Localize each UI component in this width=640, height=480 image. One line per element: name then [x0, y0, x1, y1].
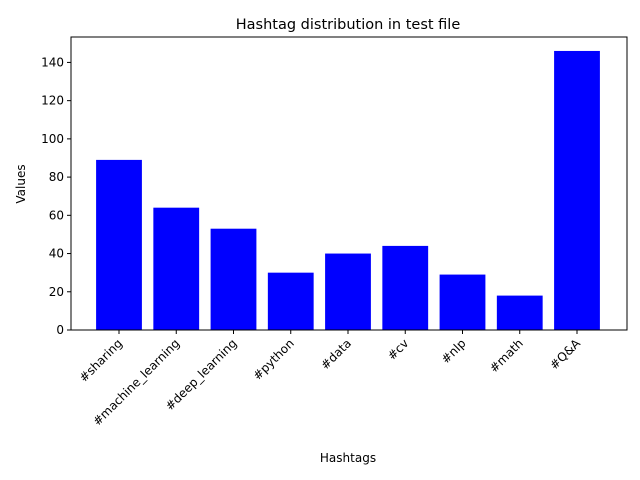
bar-4 — [325, 253, 371, 330]
x-tick-label-4: #data — [318, 336, 354, 372]
x-tick-label-0: #sharing — [76, 336, 125, 385]
bar-1 — [153, 207, 200, 330]
bar-2 — [210, 228, 257, 330]
x-tick-label-5: #cv — [385, 336, 412, 363]
y-tick-label-2: 40 — [49, 247, 64, 261]
y-tick-label-7: 140 — [41, 55, 64, 69]
bar-5 — [382, 245, 429, 330]
bar-3 — [267, 272, 314, 330]
bar-8 — [554, 50, 600, 330]
y-axis-ticks: 0 20 40 60 80 100 120 140 — [41, 55, 71, 337]
plot-frame — [70, 36, 628, 331]
bars — [96, 50, 600, 330]
y-tick-label-0: 0 — [56, 323, 64, 337]
bar-6 — [439, 274, 486, 330]
y-tick-label-6: 120 — [41, 94, 64, 108]
bar-7 — [496, 295, 543, 330]
y-tick-label-5: 100 — [41, 132, 64, 146]
y-axis-label: Values — [14, 164, 28, 203]
y-tick-label-1: 20 — [49, 285, 64, 299]
y-tick-label-4: 80 — [49, 170, 64, 184]
bar-0 — [96, 159, 142, 330]
x-axis-ticks: #sharing#machine_learning#deep_learning #… — [76, 330, 584, 429]
x-tick-label-3: #python — [250, 336, 297, 383]
x-tick-label-7: #math — [487, 336, 526, 375]
x-tick-label-8: #Q&A — [547, 336, 584, 373]
y-tick-label-3: 60 — [49, 208, 64, 222]
x-axis-label: Hashtags — [320, 451, 376, 465]
chart-title: Hashtag distribution in test file — [236, 17, 461, 33]
x-tick-label-6: #nlp — [438, 336, 468, 366]
